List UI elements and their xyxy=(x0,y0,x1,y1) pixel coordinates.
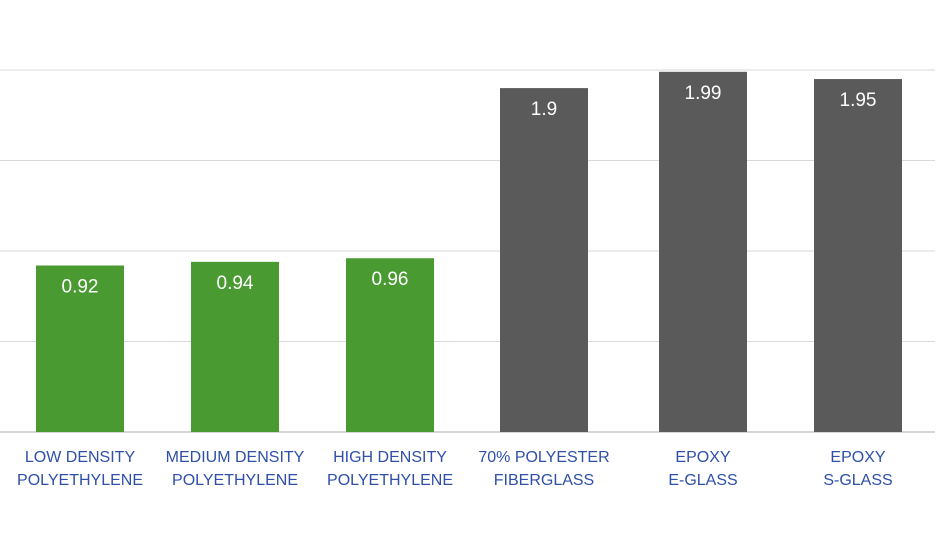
category-labels: LOW DENSITY POLYETHYLENE MEDIUM DENSITY POL… xyxy=(17,449,893,489)
value-label-1: 0.94 xyxy=(217,273,254,294)
value-label-3: 1.9 xyxy=(531,99,557,120)
value-labels: 0.92 0.94 0.96 1.9 1.99 1.95 xyxy=(62,83,877,298)
category-label-5: EPOXY S-GLASS xyxy=(823,449,892,489)
bar-1 xyxy=(191,261,279,432)
category-label-4: EPOXY E-GLASS xyxy=(668,449,737,489)
bar-4 xyxy=(659,71,747,432)
category-label-2: HIGH DENSITY POLYETHYLENE xyxy=(327,449,453,489)
bar-5 xyxy=(814,79,902,433)
bar-0 xyxy=(36,265,124,432)
bars xyxy=(36,71,902,433)
category-label-3: 70% POLYESTER FIBERGLASS xyxy=(478,449,609,489)
bar-3 xyxy=(500,88,588,432)
value-label-5: 1.95 xyxy=(840,90,877,111)
category-label-1: MEDIUM DENSITY POLYETHYLENE xyxy=(166,449,305,489)
value-label-2: 0.96 xyxy=(372,269,409,290)
value-label-4: 1.99 xyxy=(685,83,722,104)
gridlines xyxy=(0,69,935,433)
value-label-0: 0.92 xyxy=(62,276,99,297)
category-label-0: LOW DENSITY POLYETHYLENE xyxy=(17,449,143,489)
bar-2 xyxy=(346,258,434,432)
